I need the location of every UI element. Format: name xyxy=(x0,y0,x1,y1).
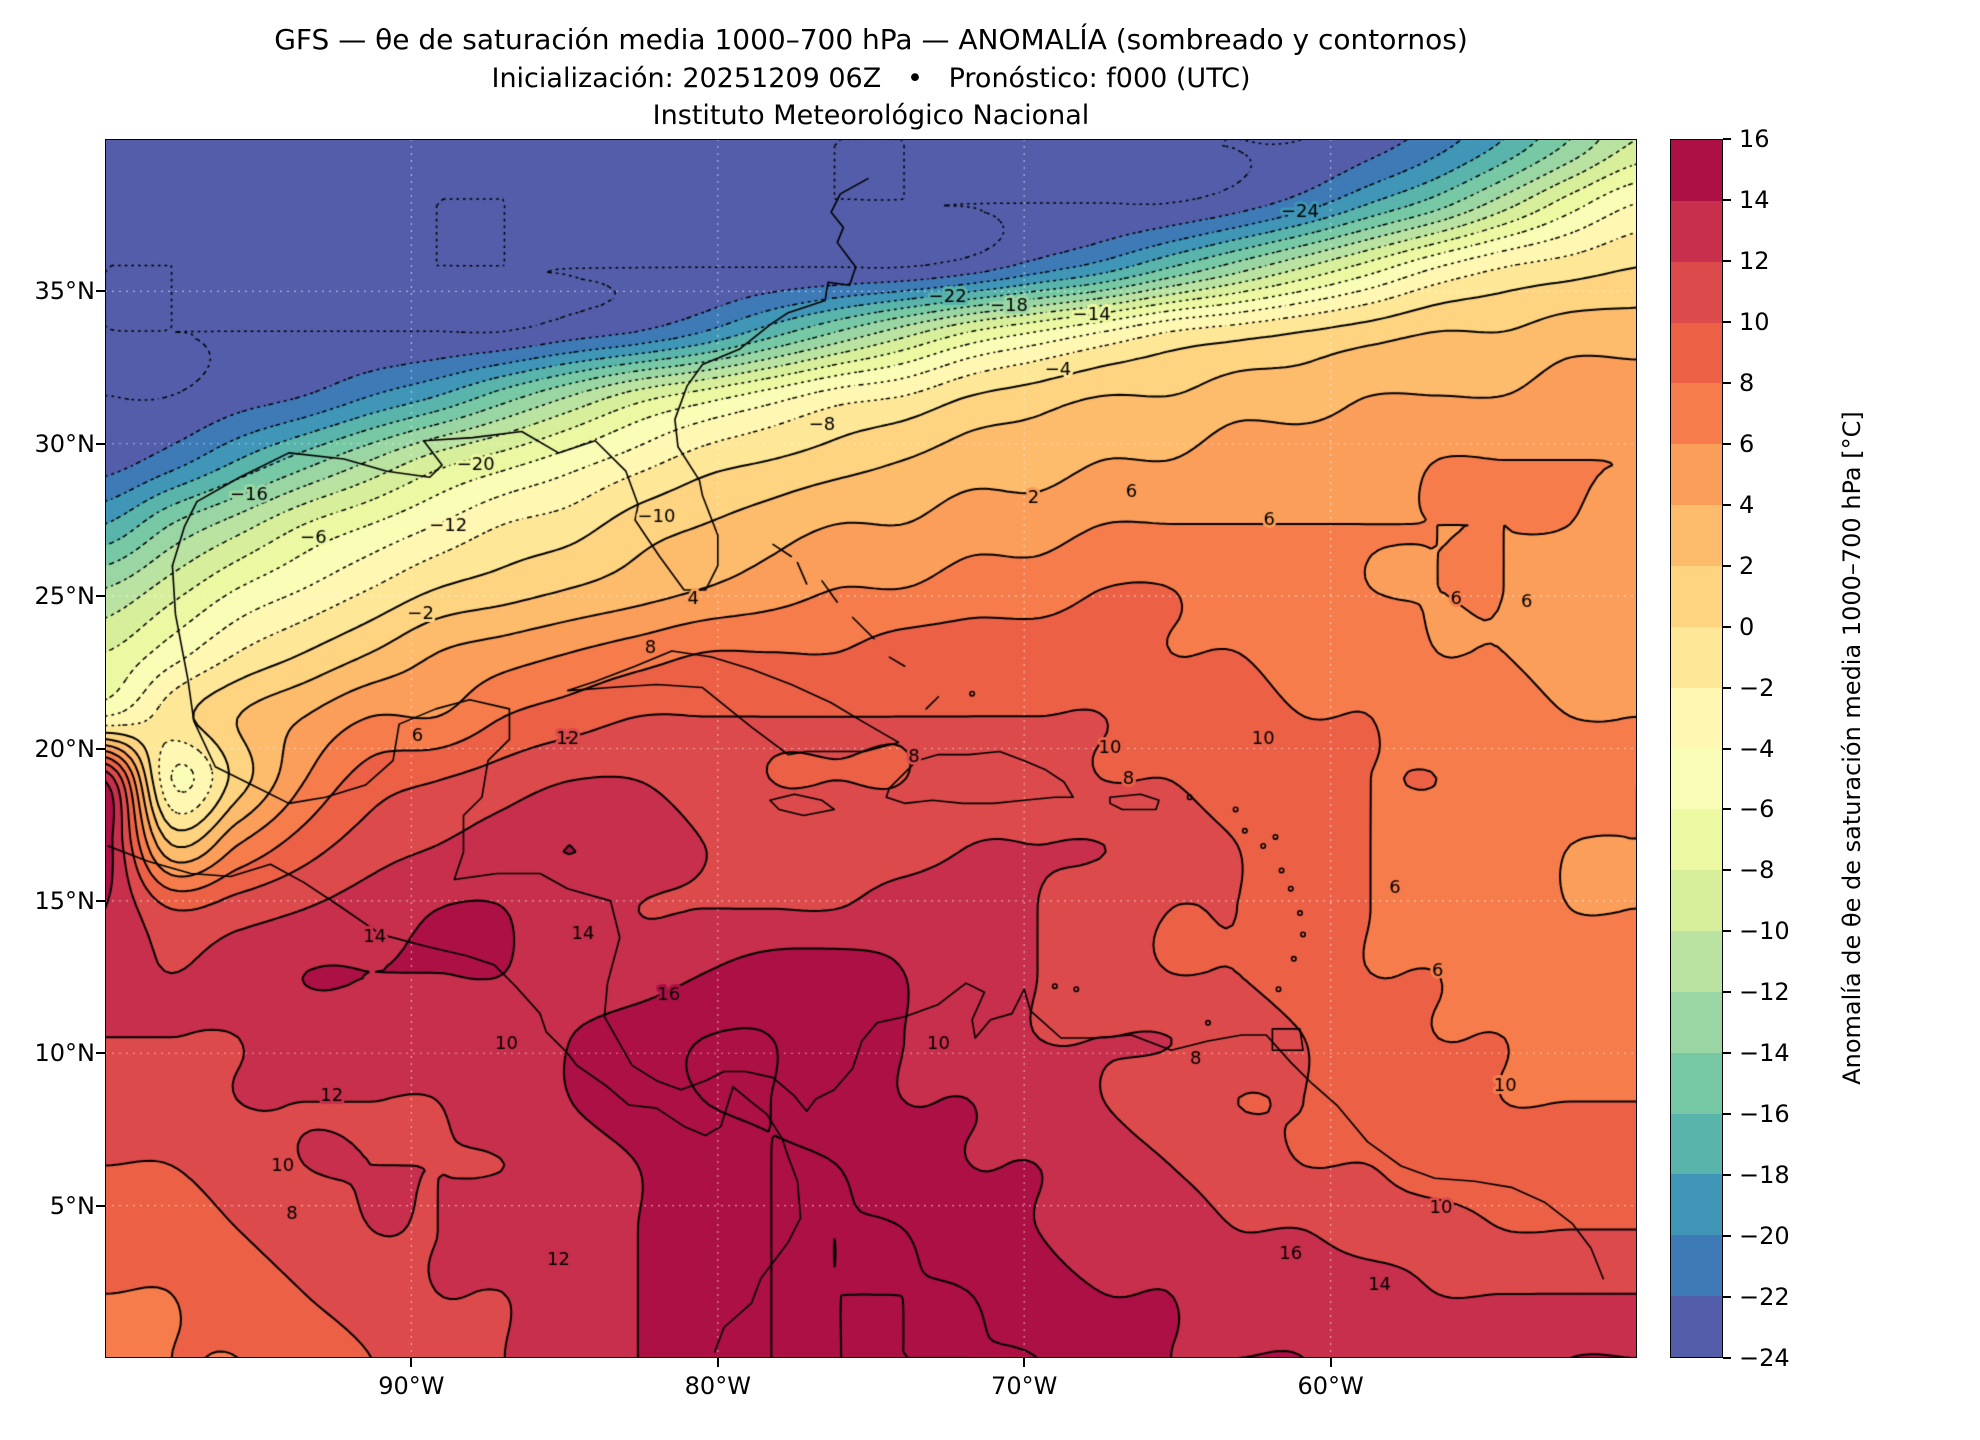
y-tick-label: 35°N xyxy=(34,277,96,306)
y-tick-mark xyxy=(96,747,105,750)
y-tick-mark xyxy=(96,290,105,293)
colorbar-segment xyxy=(1671,991,1722,1053)
colorbar-tick-label: −22 xyxy=(1739,1283,1790,1312)
colorbar-tick-label: −4 xyxy=(1739,734,1775,763)
y-tick-label: 20°N xyxy=(34,734,96,763)
colorbar-tick-mark xyxy=(1723,747,1731,750)
y-tick-mark xyxy=(96,1052,105,1055)
colorbar-tick-mark xyxy=(1723,808,1731,811)
colorbar-tick-label: −14 xyxy=(1739,1039,1790,1068)
colorbar-tick-label: −2 xyxy=(1739,673,1775,702)
colorbar-tick-label: 4 xyxy=(1739,490,1755,519)
colorbar-tick-mark xyxy=(1723,625,1731,628)
colorbar-segment xyxy=(1671,1235,1722,1297)
colorbar-segment xyxy=(1671,200,1722,262)
anomaly-map-canvas xyxy=(105,139,1637,1358)
y-tick-label: 10°N xyxy=(34,1039,96,1068)
colorbar-tick-mark xyxy=(1723,1296,1731,1299)
colorbar-tick-mark xyxy=(1723,381,1731,384)
colorbar-segment xyxy=(1671,870,1722,931)
colorbar-tick-label: 16 xyxy=(1739,125,1770,153)
colorbar-tick-mark xyxy=(1723,442,1731,445)
x-tick-label: 60°W xyxy=(1297,1372,1364,1400)
y-tick-mark xyxy=(96,899,105,902)
figure-title: GFS — θe de saturación media 1000–700 hP… xyxy=(274,23,1468,56)
colorbar-segment xyxy=(1671,565,1722,627)
colorbar-tick-label: −10 xyxy=(1739,917,1790,946)
y-tick-label: 15°N xyxy=(34,886,96,915)
colorbar-tick-label: −8 xyxy=(1739,856,1775,885)
x-tick-label: 90°W xyxy=(378,1372,445,1400)
y-tick-mark xyxy=(96,595,105,598)
colorbar-segment xyxy=(1671,748,1722,810)
colorbar-tick-mark xyxy=(1723,1174,1731,1177)
colorbar-segment xyxy=(1671,1174,1722,1236)
colorbar-tick-label: 14 xyxy=(1739,185,1770,214)
x-tick-label: 80°W xyxy=(684,1372,751,1400)
y-tick-mark xyxy=(96,1204,105,1207)
colorbar-tick-mark xyxy=(1723,503,1731,506)
title-block: GFS — θe de saturación media 1000–700 hP… xyxy=(105,20,1637,134)
colorbar-tick-label: 0 xyxy=(1739,612,1755,641)
colorbar-segment xyxy=(1671,383,1722,445)
colorbar-tick-label: −12 xyxy=(1739,978,1790,1007)
colorbar-segment xyxy=(1671,261,1722,323)
colorbar-tick-mark xyxy=(1723,259,1731,262)
colorbar-segment xyxy=(1671,809,1722,871)
x-tick-mark xyxy=(410,1358,413,1367)
colorbar-tick-mark xyxy=(1723,320,1731,323)
colorbar-tick-mark xyxy=(1723,930,1731,933)
y-tick-label: 30°N xyxy=(34,429,96,458)
y-tick-label: 25°N xyxy=(34,582,96,611)
colorbar-tick-label: −18 xyxy=(1739,1161,1790,1190)
colorbar-tick-mark xyxy=(1723,1235,1731,1238)
colorbar-segment xyxy=(1671,1113,1722,1175)
colorbar-segment xyxy=(1671,322,1722,384)
colorbar-tick-mark xyxy=(1723,991,1731,994)
colorbar-segment xyxy=(1671,505,1722,566)
colorbar-tick-label: 10 xyxy=(1739,307,1770,336)
colorbar-tick-label: −24 xyxy=(1739,1344,1790,1372)
figure-subtitle-init: Inicialización: 20251209 06Z • Pronóstic… xyxy=(491,63,1251,94)
colorbar-tick-mark xyxy=(1723,1113,1731,1116)
x-tick-mark xyxy=(1023,1358,1026,1367)
colorbar-segment xyxy=(1671,1052,1722,1114)
x-tick-mark xyxy=(716,1358,719,1367)
colorbar-segment xyxy=(1671,930,1722,992)
colorbar-tick-mark xyxy=(1723,198,1731,201)
colorbar-tick-label: 2 xyxy=(1739,551,1755,580)
colorbar-tick-label: 12 xyxy=(1739,246,1770,275)
y-tick-mark xyxy=(96,442,105,445)
colorbar-tick-mark xyxy=(1723,564,1731,567)
colorbar-tick-mark xyxy=(1723,138,1731,140)
colorbar-segment xyxy=(1671,1296,1722,1357)
colorbar-tick-label: −16 xyxy=(1739,1100,1790,1129)
colorbar-tick-label: 8 xyxy=(1739,368,1755,397)
colorbar-tick-mark xyxy=(1723,869,1731,872)
colorbar-tick-mark xyxy=(1723,1052,1731,1055)
colorbar-label: Anomalía de θe de saturación media 1000–… xyxy=(1838,411,1866,1085)
colorbar-tick-label: 6 xyxy=(1739,429,1755,458)
x-tick-label: 70°W xyxy=(991,1372,1058,1400)
colorbar-tick-mark xyxy=(1723,686,1731,689)
x-tick-mark xyxy=(1329,1358,1332,1367)
figure-subtitle-institute: Instituto Meteorológico Nacional xyxy=(652,100,1090,131)
map-plot-area xyxy=(105,139,1637,1358)
colorbar-tick-mark xyxy=(1723,1357,1731,1359)
colorbar xyxy=(1670,139,1723,1358)
colorbar-tick-label: −20 xyxy=(1739,1222,1790,1251)
y-tick-label: 5°N xyxy=(49,1191,95,1220)
colorbar-tick-label: −6 xyxy=(1739,795,1775,824)
colorbar-segment xyxy=(1671,140,1722,201)
colorbar-segment xyxy=(1671,626,1722,688)
colorbar-segment xyxy=(1671,444,1722,506)
colorbar-segment xyxy=(1671,687,1722,749)
